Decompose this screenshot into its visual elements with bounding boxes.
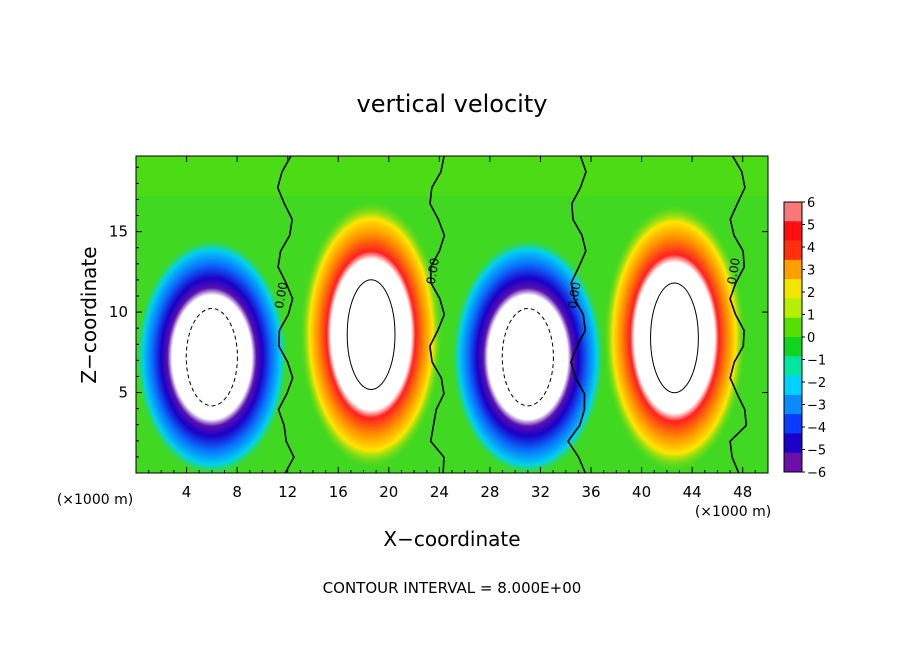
contour-label-1: 0.00 bbox=[424, 257, 442, 286]
colorbar-label: −6 bbox=[807, 466, 826, 481]
x-tick-label: 32 bbox=[531, 483, 550, 501]
x-tick-label: 4 bbox=[182, 483, 192, 501]
colorbar-swatch bbox=[784, 433, 802, 454]
x-tick-label: 24 bbox=[430, 483, 449, 501]
colorbar-swatch bbox=[784, 298, 802, 319]
upper-band bbox=[136, 156, 768, 196]
x-tick-label: 16 bbox=[329, 483, 348, 501]
x-tick-label: 48 bbox=[733, 483, 752, 501]
x-tick-label: 36 bbox=[581, 483, 600, 501]
inner-contour-3 bbox=[501, 307, 554, 407]
colorbar: 6 5 4 3 2 1 0 −1 −2 −3 −4 −5 −6 bbox=[783, 196, 826, 481]
x-ticks: 4 8 12 16 20 24 28 32 36 40 44 48 bbox=[148, 156, 756, 501]
colorbar-label: 0 bbox=[807, 331, 815, 346]
x-tick-label: 44 bbox=[683, 483, 702, 501]
y-axis-label: Z−coordinate bbox=[77, 246, 101, 383]
zero-contour-0 bbox=[276, 156, 295, 473]
zero-contour-2 bbox=[567, 156, 587, 473]
updraft-cell-0 bbox=[299, 199, 443, 470]
zero-contour-3 bbox=[729, 156, 748, 473]
inner-contour-0 bbox=[346, 279, 396, 390]
colorbar-label: 5 bbox=[807, 219, 815, 234]
chart-title: vertical velocity bbox=[357, 90, 548, 118]
colorbar-label: 3 bbox=[807, 264, 815, 279]
zero-contour-1 bbox=[429, 156, 446, 473]
contour-interval-note: CONTOUR INTERVAL = 8.000E+00 bbox=[323, 579, 582, 597]
y-tick-label: 10 bbox=[109, 303, 128, 321]
colorbar-label: 6 bbox=[807, 196, 815, 211]
contours-layer: 0.00 0.00 0.00 0.00 bbox=[185, 156, 748, 473]
inner-contour-2 bbox=[185, 307, 238, 407]
x-tick-label: 8 bbox=[232, 483, 242, 501]
colorbar-swatch bbox=[784, 375, 802, 396]
colorbar-swatch bbox=[784, 317, 802, 338]
colorbar-label: −1 bbox=[807, 354, 826, 369]
downdraft-cell-3 bbox=[451, 237, 605, 473]
y-tick-label: 15 bbox=[109, 223, 128, 241]
y-tick-label: 5 bbox=[118, 384, 128, 402]
contour-label-2: 0.00 bbox=[565, 281, 583, 310]
plot-area: 0.00 0.00 0.00 0.00 bbox=[136, 156, 768, 473]
contour-label-3: 0.00 bbox=[725, 257, 743, 286]
x-unit-right: (×1000 m) bbox=[695, 504, 771, 520]
colorbar-label: −4 bbox=[807, 421, 826, 436]
colorbar-swatch bbox=[784, 337, 802, 357]
colorbar-swatch bbox=[784, 394, 802, 415]
colorbar-swatch bbox=[784, 240, 802, 261]
x-axis-label: X−coordinate bbox=[383, 527, 520, 551]
cells-layer bbox=[136, 199, 747, 473]
updraft-cell-1 bbox=[602, 203, 747, 473]
downdraft-cell-2 bbox=[136, 237, 289, 473]
colorbar-swatch bbox=[784, 221, 802, 242]
colorbar-swatch bbox=[784, 279, 802, 299]
contour-label-0: 0.00 bbox=[272, 281, 290, 310]
colorbar-swatch bbox=[784, 202, 802, 222]
colorbar-label: −3 bbox=[807, 399, 826, 414]
x-tick-label: 12 bbox=[278, 483, 297, 501]
colorbar-swatch bbox=[784, 414, 802, 434]
colorbar-swatch bbox=[784, 356, 802, 377]
inner-contour-1 bbox=[650, 282, 699, 394]
colorbar-swatch bbox=[784, 259, 802, 280]
x-tick-label: 20 bbox=[379, 483, 398, 501]
colorbar-label: 4 bbox=[807, 241, 815, 256]
x-unit-left: (×1000 m) bbox=[57, 492, 133, 508]
x-tick-label: 40 bbox=[632, 483, 651, 501]
y-ticks: 5 10 15 bbox=[109, 166, 768, 458]
colorbar-label: 2 bbox=[807, 286, 815, 301]
colorbar-swatch bbox=[784, 452, 802, 473]
colorbar-label: −2 bbox=[807, 376, 826, 391]
colorbar-label: −5 bbox=[807, 444, 826, 459]
colorbar-label: 1 bbox=[807, 309, 815, 324]
x-tick-label: 28 bbox=[480, 483, 499, 501]
